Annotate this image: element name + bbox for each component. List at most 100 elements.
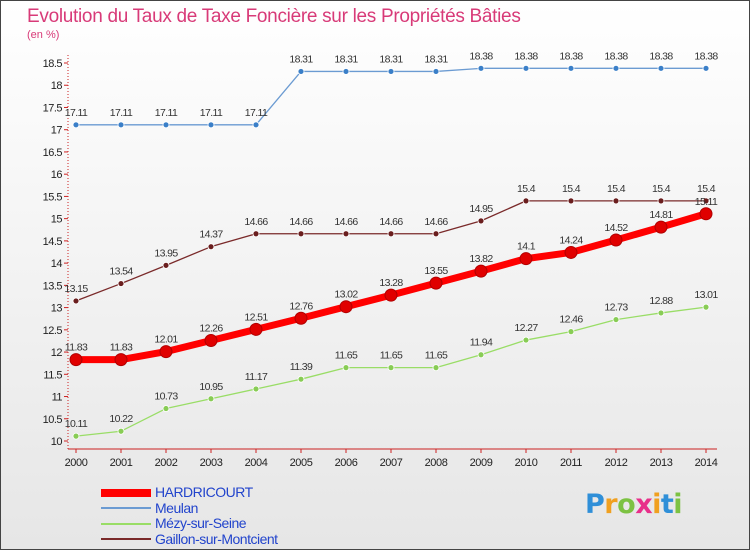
y-tick-label: 15.5 [43, 191, 63, 203]
data-point-meulan [432, 68, 440, 75]
data-label-hardricourt: 11.83 [110, 342, 133, 354]
data-point-gaillon-sur-montcient [612, 197, 620, 205]
logo-letter: x [635, 489, 653, 520]
x-tick-label: 2011 [560, 457, 582, 469]
data-label-hardricourt: 11.83 [65, 342, 88, 354]
chart-title: Evolution du Taux de Taxe Foncière sur l… [27, 6, 521, 27]
legend-label: Gaillon-sur-Montcient [155, 530, 278, 547]
data-label-hardricourt: 14.81 [649, 209, 673, 221]
data-point-m-zy-sur-seine [252, 385, 260, 393]
data-point-gaillon-sur-montcient [477, 217, 485, 225]
data-label-m-zy-sur-seine: 11.39 [290, 361, 313, 373]
data-label-meulan: 17.11 [155, 107, 178, 119]
y-tick-label: 15 [51, 214, 63, 226]
logo-letter: i [673, 489, 683, 520]
data-point-hardricourt [519, 252, 533, 266]
y-tick-label: 18 [51, 80, 63, 92]
data-label-hardricourt: 15.11 [695, 196, 718, 208]
data-point-gaillon-sur-montcient [162, 261, 170, 269]
logo-letter: i [652, 489, 661, 520]
data-point-m-zy-sur-seine [522, 336, 530, 344]
data-point-gaillon-sur-montcient [342, 230, 350, 238]
data-point-m-zy-sur-seine [387, 364, 395, 372]
data-point-meulan [387, 68, 395, 75]
data-label-m-zy-sur-seine: 12.27 [514, 322, 538, 334]
x-tick-label: 2002 [155, 457, 178, 469]
data-point-gaillon-sur-montcient [522, 197, 530, 205]
data-label-hardricourt: 13.28 [379, 277, 403, 289]
data-point-gaillon-sur-montcient [297, 230, 305, 238]
y-tick-label: 17 [51, 125, 63, 137]
data-point-hardricourt [384, 288, 398, 302]
logo-letter: r [604, 489, 618, 520]
data-label-meulan: 18.38 [649, 50, 673, 62]
data-label-hardricourt: 12.51 [244, 311, 268, 323]
x-tick-label: 2013 [650, 457, 673, 469]
data-point-hardricourt [429, 276, 443, 290]
y-tick-label: 14 [51, 258, 63, 270]
data-point-hardricourt [159, 345, 173, 359]
data-point-hardricourt [69, 353, 83, 367]
data-label-gaillon-sur-montcient: 15.4 [697, 183, 716, 195]
data-point-meulan [567, 64, 575, 72]
data-point-gaillon-sur-montcient [432, 230, 440, 238]
legend-item-m-zy-sur-seine: Mézy-sur-Seine [101, 516, 278, 532]
data-label-m-zy-sur-seine: 11.65 [335, 350, 358, 362]
data-point-gaillon-sur-montcient [117, 280, 125, 287]
data-point-meulan [477, 64, 485, 72]
data-point-gaillon-sur-montcient [387, 230, 395, 238]
data-label-m-zy-sur-seine: 12.73 [604, 302, 628, 314]
data-point-hardricourt [699, 207, 713, 221]
data-point-m-zy-sur-seine [72, 432, 80, 440]
logo-letter: o [617, 489, 636, 520]
data-label-gaillon-sur-montcient: 15.4 [607, 183, 626, 195]
data-label-hardricourt: 13.82 [469, 253, 493, 265]
data-label-gaillon-sur-montcient: 14.95 [469, 203, 493, 215]
data-label-meulan: 18.31 [379, 53, 403, 65]
data-point-m-zy-sur-seine [567, 328, 575, 336]
data-label-m-zy-sur-seine: 10.22 [109, 413, 133, 425]
x-tick-label: 2010 [515, 457, 538, 469]
x-tick-label: 2007 [380, 457, 403, 469]
data-point-m-zy-sur-seine [162, 405, 170, 412]
data-point-m-zy-sur-seine [432, 364, 440, 372]
data-point-gaillon-sur-montcient [207, 243, 215, 251]
y-tick-label: 11 [52, 392, 63, 404]
logo-letter: P [585, 489, 605, 520]
data-label-gaillon-sur-montcient: 14.66 [289, 216, 313, 228]
data-label-hardricourt: 12.01 [154, 334, 178, 346]
x-tick-label: 2003 [200, 457, 223, 469]
data-point-m-zy-sur-seine [207, 395, 215, 403]
data-label-gaillon-sur-montcient: 15.4 [652, 183, 671, 195]
data-label-hardricourt: 14.24 [559, 234, 583, 246]
logo-letter: t [660, 489, 674, 520]
data-point-hardricourt [654, 220, 668, 234]
legend-label: Mézy-sur-Seine [155, 515, 247, 532]
data-point-gaillon-sur-montcient [567, 197, 575, 205]
legend-item-hardricourt: HARDRICOURT [101, 485, 278, 501]
data-label-gaillon-sur-montcient: 13.15 [64, 283, 88, 295]
data-point-hardricourt [294, 311, 308, 325]
series-line-m-zy-sur-seine [75, 306, 707, 437]
data-label-meulan: 18.31 [424, 53, 448, 65]
data-point-meulan [162, 121, 170, 129]
data-label-gaillon-sur-montcient: 14.37 [199, 229, 223, 241]
data-label-meulan: 17.11 [245, 107, 268, 119]
y-tick-label: 17.5 [43, 102, 63, 114]
data-label-m-zy-sur-seine: 10.73 [154, 391, 178, 403]
data-label-hardricourt: 12.26 [199, 322, 223, 334]
data-point-gaillon-sur-montcient [72, 297, 80, 305]
data-point-hardricourt [609, 233, 623, 247]
data-label-m-zy-sur-seine: 11.94 [470, 337, 493, 349]
data-point-m-zy-sur-seine [297, 375, 305, 383]
data-label-m-zy-sur-seine: 10.11 [65, 418, 88, 430]
unit-label: (en %) [27, 29, 60, 41]
legend-label: Meulan [155, 499, 198, 516]
data-point-gaillon-sur-montcient [702, 197, 710, 205]
x-tick-label: 2005 [290, 457, 313, 469]
data-point-hardricourt [249, 322, 263, 336]
data-point-hardricourt [564, 245, 578, 259]
y-tick-label: 13.5 [43, 280, 63, 292]
